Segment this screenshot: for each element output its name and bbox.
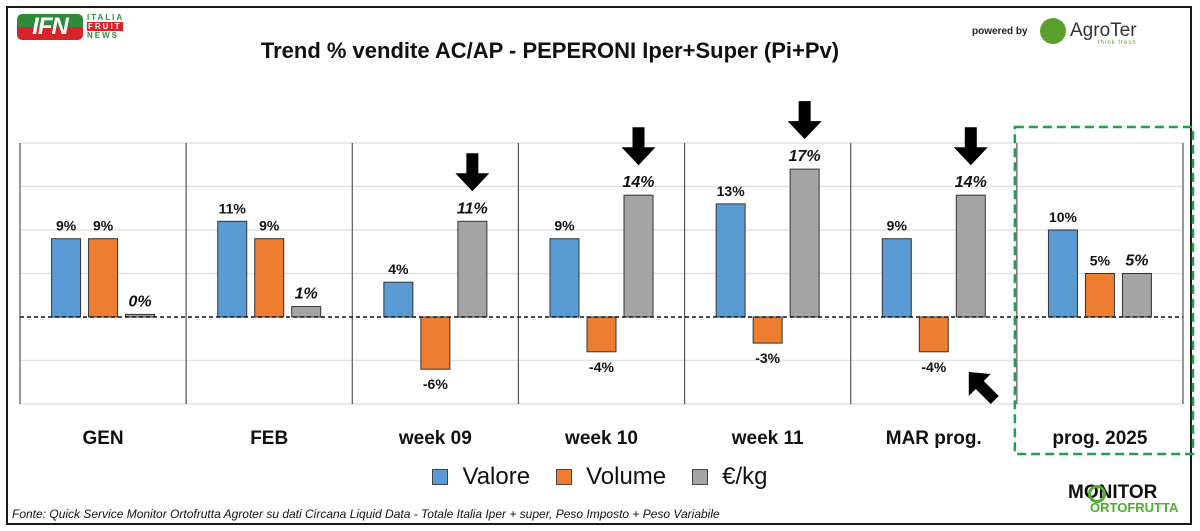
data-label: 9% xyxy=(93,218,114,234)
data-label: 5% xyxy=(1090,253,1111,269)
agroter-logo: AgroTer think fresh xyxy=(1040,18,1150,48)
data-label: 1% xyxy=(295,286,318,303)
data-label: 10% xyxy=(1049,209,1078,225)
highlight-box xyxy=(1013,125,1195,456)
arrow-down-icon xyxy=(621,127,656,166)
legend-swatch-valore xyxy=(432,469,449,485)
bar-2-2 xyxy=(457,220,488,318)
data-label: 14% xyxy=(955,174,987,191)
bar-2-5 xyxy=(955,194,986,318)
arrow-up-left-icon xyxy=(968,372,999,404)
bar-1-3 xyxy=(586,316,617,353)
ifn-line2: FRUIT xyxy=(87,22,123,31)
legend-swatch-prezzo xyxy=(692,469,709,485)
data-label: -6% xyxy=(423,376,448,392)
legend-item-prezzo: €/kg xyxy=(692,463,768,491)
bar-0-5 xyxy=(881,238,912,318)
ifn-wordmark: ITALIA FRUIT NEWS xyxy=(87,13,124,40)
bar-2-4 xyxy=(789,168,820,318)
ifn-badge: IFN xyxy=(17,14,83,40)
arrow-down-icon xyxy=(953,127,988,166)
ifn-badge-text: IFN xyxy=(32,14,69,40)
legend-item-volume: Volume xyxy=(556,463,666,491)
bar-0-2 xyxy=(383,281,414,318)
data-label: 14% xyxy=(622,174,654,191)
bar-1-1 xyxy=(254,238,285,318)
category-label: MAR prog. xyxy=(886,428,982,449)
powered-by-label: powered by xyxy=(972,26,1028,37)
data-label: -3% xyxy=(755,350,780,366)
bar-1-2 xyxy=(420,316,451,370)
legend-label-volume: Volume xyxy=(586,463,667,490)
data-label: -4% xyxy=(921,359,946,375)
bar-0-4 xyxy=(715,203,746,318)
arrow-down-icon xyxy=(455,153,490,192)
data-label: 11% xyxy=(457,200,488,217)
bar-2-1 xyxy=(291,306,322,318)
category-label: week 09 xyxy=(398,428,472,449)
data-label: 9% xyxy=(554,218,575,234)
bar-0-1 xyxy=(217,220,248,318)
chart-legend: Valore Volume €/kg xyxy=(0,463,1200,491)
agroter-tagline: think fresh xyxy=(1098,40,1137,46)
category-label: week 10 xyxy=(564,428,638,449)
bar-1-0 xyxy=(88,238,119,318)
bar-1-4 xyxy=(752,316,783,344)
category-label: week 11 xyxy=(731,428,804,449)
source-note: Fonte: Quick Service Monitor Ortofrutta … xyxy=(12,507,720,521)
bar-1-6 xyxy=(1084,273,1115,318)
ifn-logo: IFN ITALIA FRUIT NEWS xyxy=(17,12,127,44)
monitor-line2: ORTOFRUTTA xyxy=(1090,500,1179,515)
bar-0-3 xyxy=(549,238,580,318)
bar-0-0 xyxy=(51,238,82,318)
data-label: 0% xyxy=(129,293,152,310)
bar-0-6 xyxy=(1047,229,1078,318)
chart-frame xyxy=(6,6,1192,525)
data-label: 9% xyxy=(259,218,280,234)
data-label: 4% xyxy=(388,261,409,277)
data-label: 9% xyxy=(56,218,77,234)
data-label: 11% xyxy=(219,200,247,216)
data-label: 17% xyxy=(789,148,821,165)
magnifier-icon xyxy=(1088,485,1106,503)
ifn-line1: ITALIA xyxy=(87,13,125,22)
tree-icon xyxy=(1040,18,1066,44)
legend-swatch-volume xyxy=(556,469,573,485)
arrow-down-icon xyxy=(787,101,822,140)
bar-2-3 xyxy=(623,194,654,318)
category-label: GEN xyxy=(82,428,123,449)
data-label: 13% xyxy=(717,183,746,199)
data-label: -4% xyxy=(589,359,614,375)
legend-label-prezzo: €/kg xyxy=(722,463,768,490)
bar-2-6 xyxy=(1121,273,1152,318)
monitor-ortofrutta-logo: MONITOR ORTOFRUTTA xyxy=(1068,482,1188,522)
bar-1-5 xyxy=(918,316,949,353)
ifn-line3: NEWS xyxy=(87,31,119,40)
legend-item-valore: Valore xyxy=(432,463,530,491)
chart-title: Trend % vendite AC/AP - PEPERONI Iper+Su… xyxy=(260,38,840,63)
agroter-name: AgroTer xyxy=(1070,20,1137,41)
data-label: 5% xyxy=(1125,253,1148,270)
legend-label-valore: Valore xyxy=(462,463,531,490)
category-label: FEB xyxy=(250,428,288,449)
category-label: prog. 2025 xyxy=(1052,428,1147,449)
data-label: 9% xyxy=(887,218,908,234)
